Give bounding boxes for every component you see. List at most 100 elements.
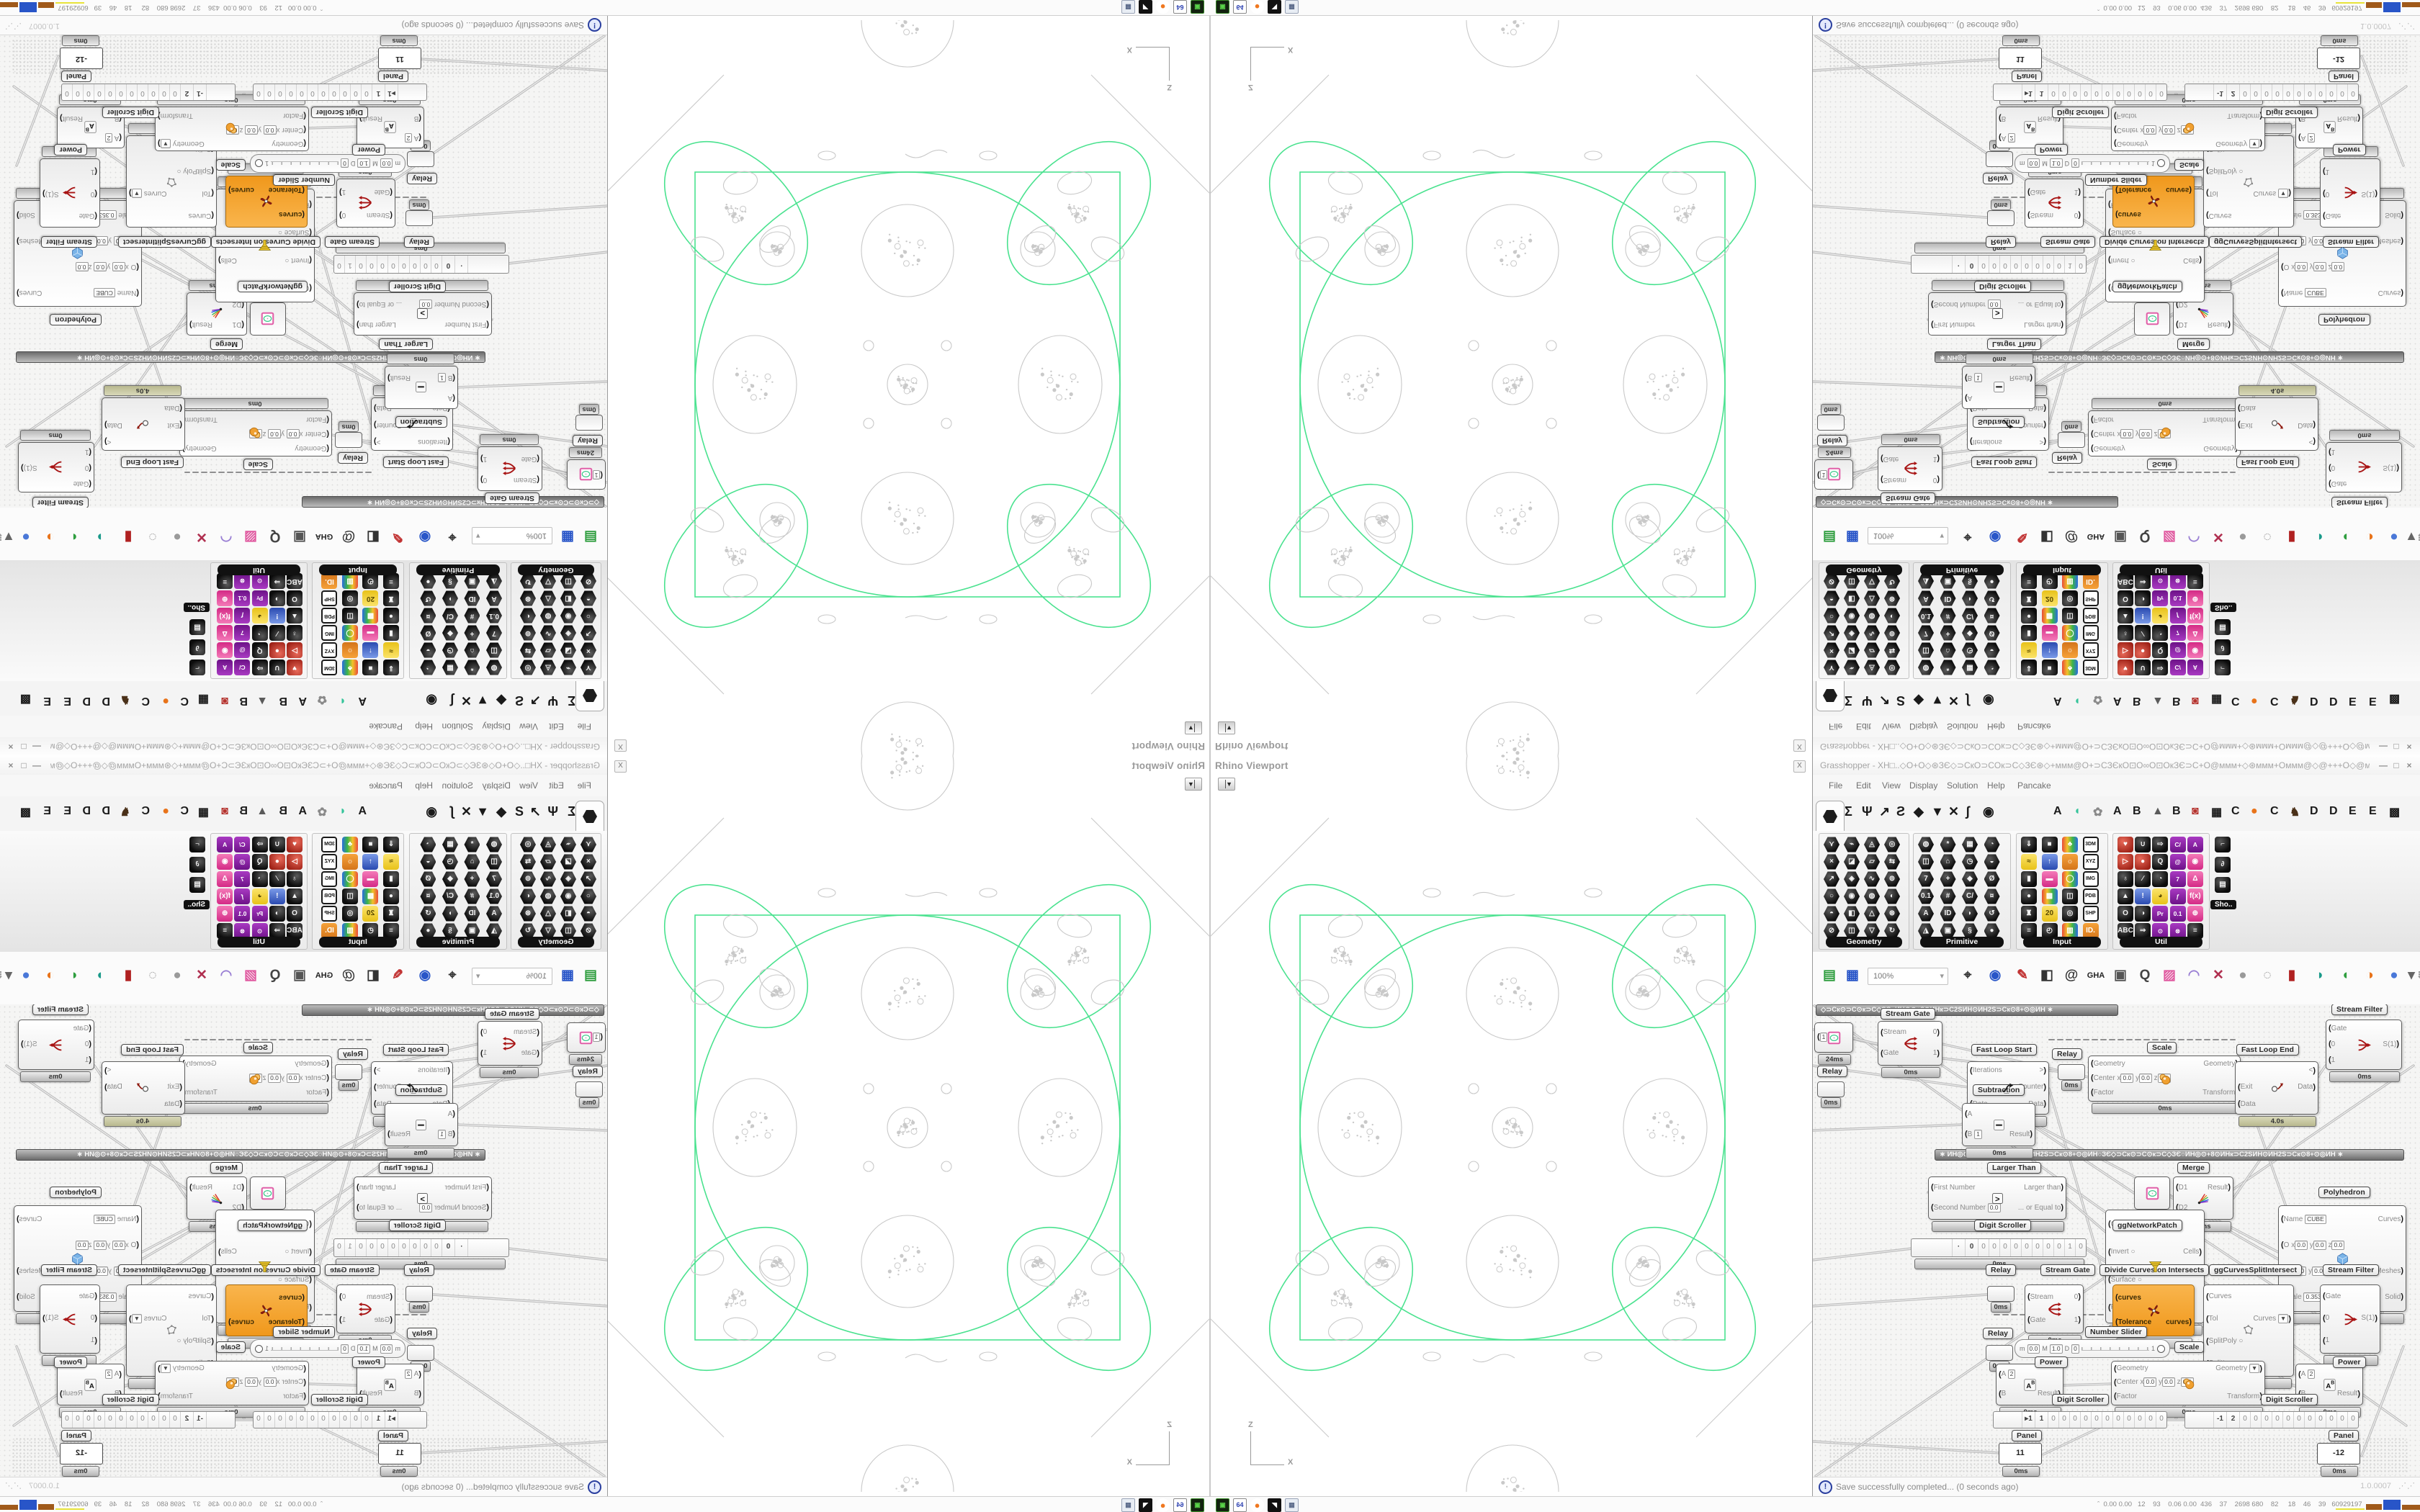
tab-params[interactable]: [1816, 680, 1845, 711]
finder-icon[interactable]: Q: [269, 529, 281, 544]
component-digit-scroller[interactable]: ▸1 1 0 0 0 0 0 0 0 0 0 0 0: [253, 84, 427, 101]
tab-plugin-12[interactable]: ♞: [120, 693, 130, 706]
tab-plugin-17[interactable]: ▩: [2389, 693, 2401, 706]
palette-tile-icon[interactable]: ⇆: [520, 642, 536, 658]
palette-tile-icon[interactable]: ◫: [1844, 573, 1860, 589]
palette-tile-icon[interactable]: ABC: [2118, 923, 2133, 939]
palette-tile-icon[interactable]: ∪: [2135, 837, 2151, 852]
tab-plugin-8[interactable]: ▦: [197, 806, 209, 819]
palette-tile-icon[interactable]: △: [1864, 906, 1880, 922]
at-icon[interactable]: @: [341, 529, 356, 544]
component-digit-scroller[interactable]: -1 2 0 0 0 0 0 0 0 0 0 0 0: [2184, 84, 2359, 101]
palette-tile-icon[interactable]: ⋎: [1824, 837, 1839, 852]
menu-item-solution[interactable]: Solution: [1947, 780, 1978, 791]
component-relay[interactable]: [405, 1286, 433, 1302]
palette-tile-icon[interactable]: ≈: [2021, 854, 2037, 870]
palette-tile-icon[interactable]: ¤: [421, 888, 436, 904]
palette-tile-icon[interactable]: Q: [251, 642, 268, 658]
palette-tile-icon[interactable]: ○: [581, 888, 596, 904]
menu-item-pancake[interactable]: Pancake: [369, 780, 403, 791]
palette-tile-icon[interactable]: ◷: [1962, 642, 1978, 658]
palette-tile-icon[interactable]: ⇓: [2021, 660, 2037, 675]
zoom-level-dropdown[interactable]: 100%: [1868, 968, 1948, 985]
viewport-dropdown-button[interactable]: ▼: [1185, 778, 1202, 791]
palette-tile-icon[interactable]: ◈: [1844, 625, 1860, 641]
palette-tile-icon[interactable]: ◗: [1962, 590, 1978, 606]
tab-plugin-13[interactable]: D: [102, 695, 110, 707]
palette-tile-icon[interactable]: ⌐: [2215, 660, 2231, 675]
palette-tile-icon[interactable]: #: [465, 888, 480, 904]
palette-tile-icon[interactable]: ⋎: [581, 837, 596, 852]
palette-tile-icon[interactable]: f(x): [217, 888, 233, 904]
palette-tile-icon[interactable]: ↺: [1984, 590, 2000, 606]
viewport-dropdown-button[interactable]: ▼: [1185, 721, 1202, 734]
component-relay[interactable]: [575, 415, 603, 431]
palette-tile-icon[interactable]: Q: [2152, 854, 2169, 870]
slider-track[interactable]: [2081, 1346, 2149, 1351]
palette-tile-icon[interactable]: ↻: [1884, 573, 1900, 589]
component-panel[interactable]: 11: [378, 48, 421, 69]
palette-tile-icon[interactable]: ≡: [217, 573, 233, 589]
palette-tile-icon[interactable]: 3DM: [2082, 660, 2099, 675]
palette-tile-icon[interactable]: Ø: [1984, 625, 2000, 641]
tab-plugin-5[interactable]: ▲: [2152, 805, 2164, 817]
tab-surface[interactable]: ◆: [496, 693, 506, 708]
component-panel[interactable]: -12: [60, 48, 103, 69]
gha-icon[interactable]: GHA: [2087, 532, 2105, 541]
palette-tile-icon[interactable]: A: [2187, 837, 2203, 852]
component-digit-scroller[interactable]: · 0 0 0 0 0 0 0 0 0 1 0: [333, 1238, 509, 1257]
palette-tile-icon[interactable]: A: [217, 660, 233, 675]
palette-tile-icon[interactable]: 20: [362, 906, 379, 922]
tab-plugin-10[interactable]: ●: [2251, 695, 2258, 707]
palette-tile-icon[interactable]: ◫: [2062, 608, 2078, 624]
pipe-green-icon[interactable]: ◖: [71, 968, 79, 983]
palette-tile-icon[interactable]: ☼: [2062, 854, 2078, 870]
component-number-slider[interactable]: m 0.0 M 1.0 D 0 1: [2015, 154, 2170, 173]
palette-tile-icon[interactable]: ∕: [269, 625, 285, 641]
palette-tile-icon[interactable]: XYZ: [2082, 642, 2099, 658]
close-button[interactable]: ×: [8, 742, 14, 752]
palette-tile-icon[interactable]: §: [1962, 923, 1978, 939]
palette-tile-icon[interactable]: ◎: [2062, 590, 2078, 606]
palette-tile-icon[interactable]: ♥: [287, 837, 302, 852]
tab-curve[interactable]: Ƨ: [1896, 693, 1906, 708]
tab-plugin-16[interactable]: E: [2369, 805, 2377, 817]
collapse-icon[interactable]: ⇟: [0, 526, 9, 547]
component-digit-scroller[interactable]: ▸1 1 0 0 0 0 0 0 0 0 0 0 0: [1993, 1411, 2167, 1428]
tab-mesh[interactable]: ▼: [1931, 804, 1944, 819]
component-relay[interactable]: [2058, 1064, 2085, 1080]
palette-tile-icon[interactable]: IMG: [321, 871, 338, 887]
tab-plugin-4[interactable]: B: [2133, 695, 2141, 707]
tab-plugin-1[interactable]: ◖: [339, 695, 346, 707]
wire-display-icon[interactable]: ✕: [2213, 968, 2224, 983]
palette-tile-icon[interactable]: ♣: [342, 660, 358, 675]
palette-tile-icon[interactable]: PDB: [2082, 608, 2099, 624]
tab-plugin-1[interactable]: ◖: [339, 805, 346, 817]
palette-tile-icon[interactable]: ⊛: [1884, 906, 1900, 922]
palette-tile-icon[interactable]: ◔: [421, 660, 436, 675]
tab-surface[interactable]: ◆: [1914, 693, 1924, 708]
palette-group-label[interactable]: Primitive: [416, 564, 500, 575]
palette-tile-icon[interactable]: ☼: [342, 854, 358, 870]
pipe-teal-icon[interactable]: ◗: [2316, 968, 2325, 983]
palette-tile-icon[interactable]: ◉: [560, 888, 576, 904]
palette-tile-icon[interactable]: Pr: [2152, 590, 2169, 606]
palette-tile-icon[interactable]: ●: [383, 608, 399, 624]
tab-plugin-1[interactable]: ◖: [2074, 695, 2081, 707]
menu-item-file[interactable]: File: [1829, 721, 1843, 732]
sphere-wire-icon[interactable]: ◌: [2263, 968, 2272, 983]
palette-tile-icon[interactable]: ↑: [362, 642, 379, 658]
tab-vector[interactable]: ↗: [529, 693, 541, 708]
palette-tile-icon[interactable]: ◗: [442, 590, 458, 606]
zoom-level-dropdown[interactable]: 100%: [472, 968, 552, 985]
tab-plugin-14[interactable]: D: [82, 805, 91, 817]
grasshopper-canvas[interactable]: ◇⊃Cк⊙⊃C⊙к⊃C◇ЗЄ○ИН◎⊙+8⊙ИНк⊃C2SИН⊙ИН2S⊃Cк⊙…: [0, 35, 607, 508]
palette-tile-icon[interactable]: 3DM: [321, 660, 338, 675]
palette-tile-icon[interactable]: ○: [1824, 608, 1839, 624]
palette-tile-icon[interactable]: ≡: [2021, 573, 2037, 589]
palette-tile-icon[interactable]: ♥: [2118, 660, 2133, 675]
palette-tile-icon[interactable]: ∂: [2215, 639, 2231, 655]
palette-tile-icon[interactable]: XYZ: [2082, 854, 2099, 870]
component-panel[interactable]: 11: [378, 1443, 421, 1464]
tab-plugin-11[interactable]: C: [141, 695, 150, 707]
